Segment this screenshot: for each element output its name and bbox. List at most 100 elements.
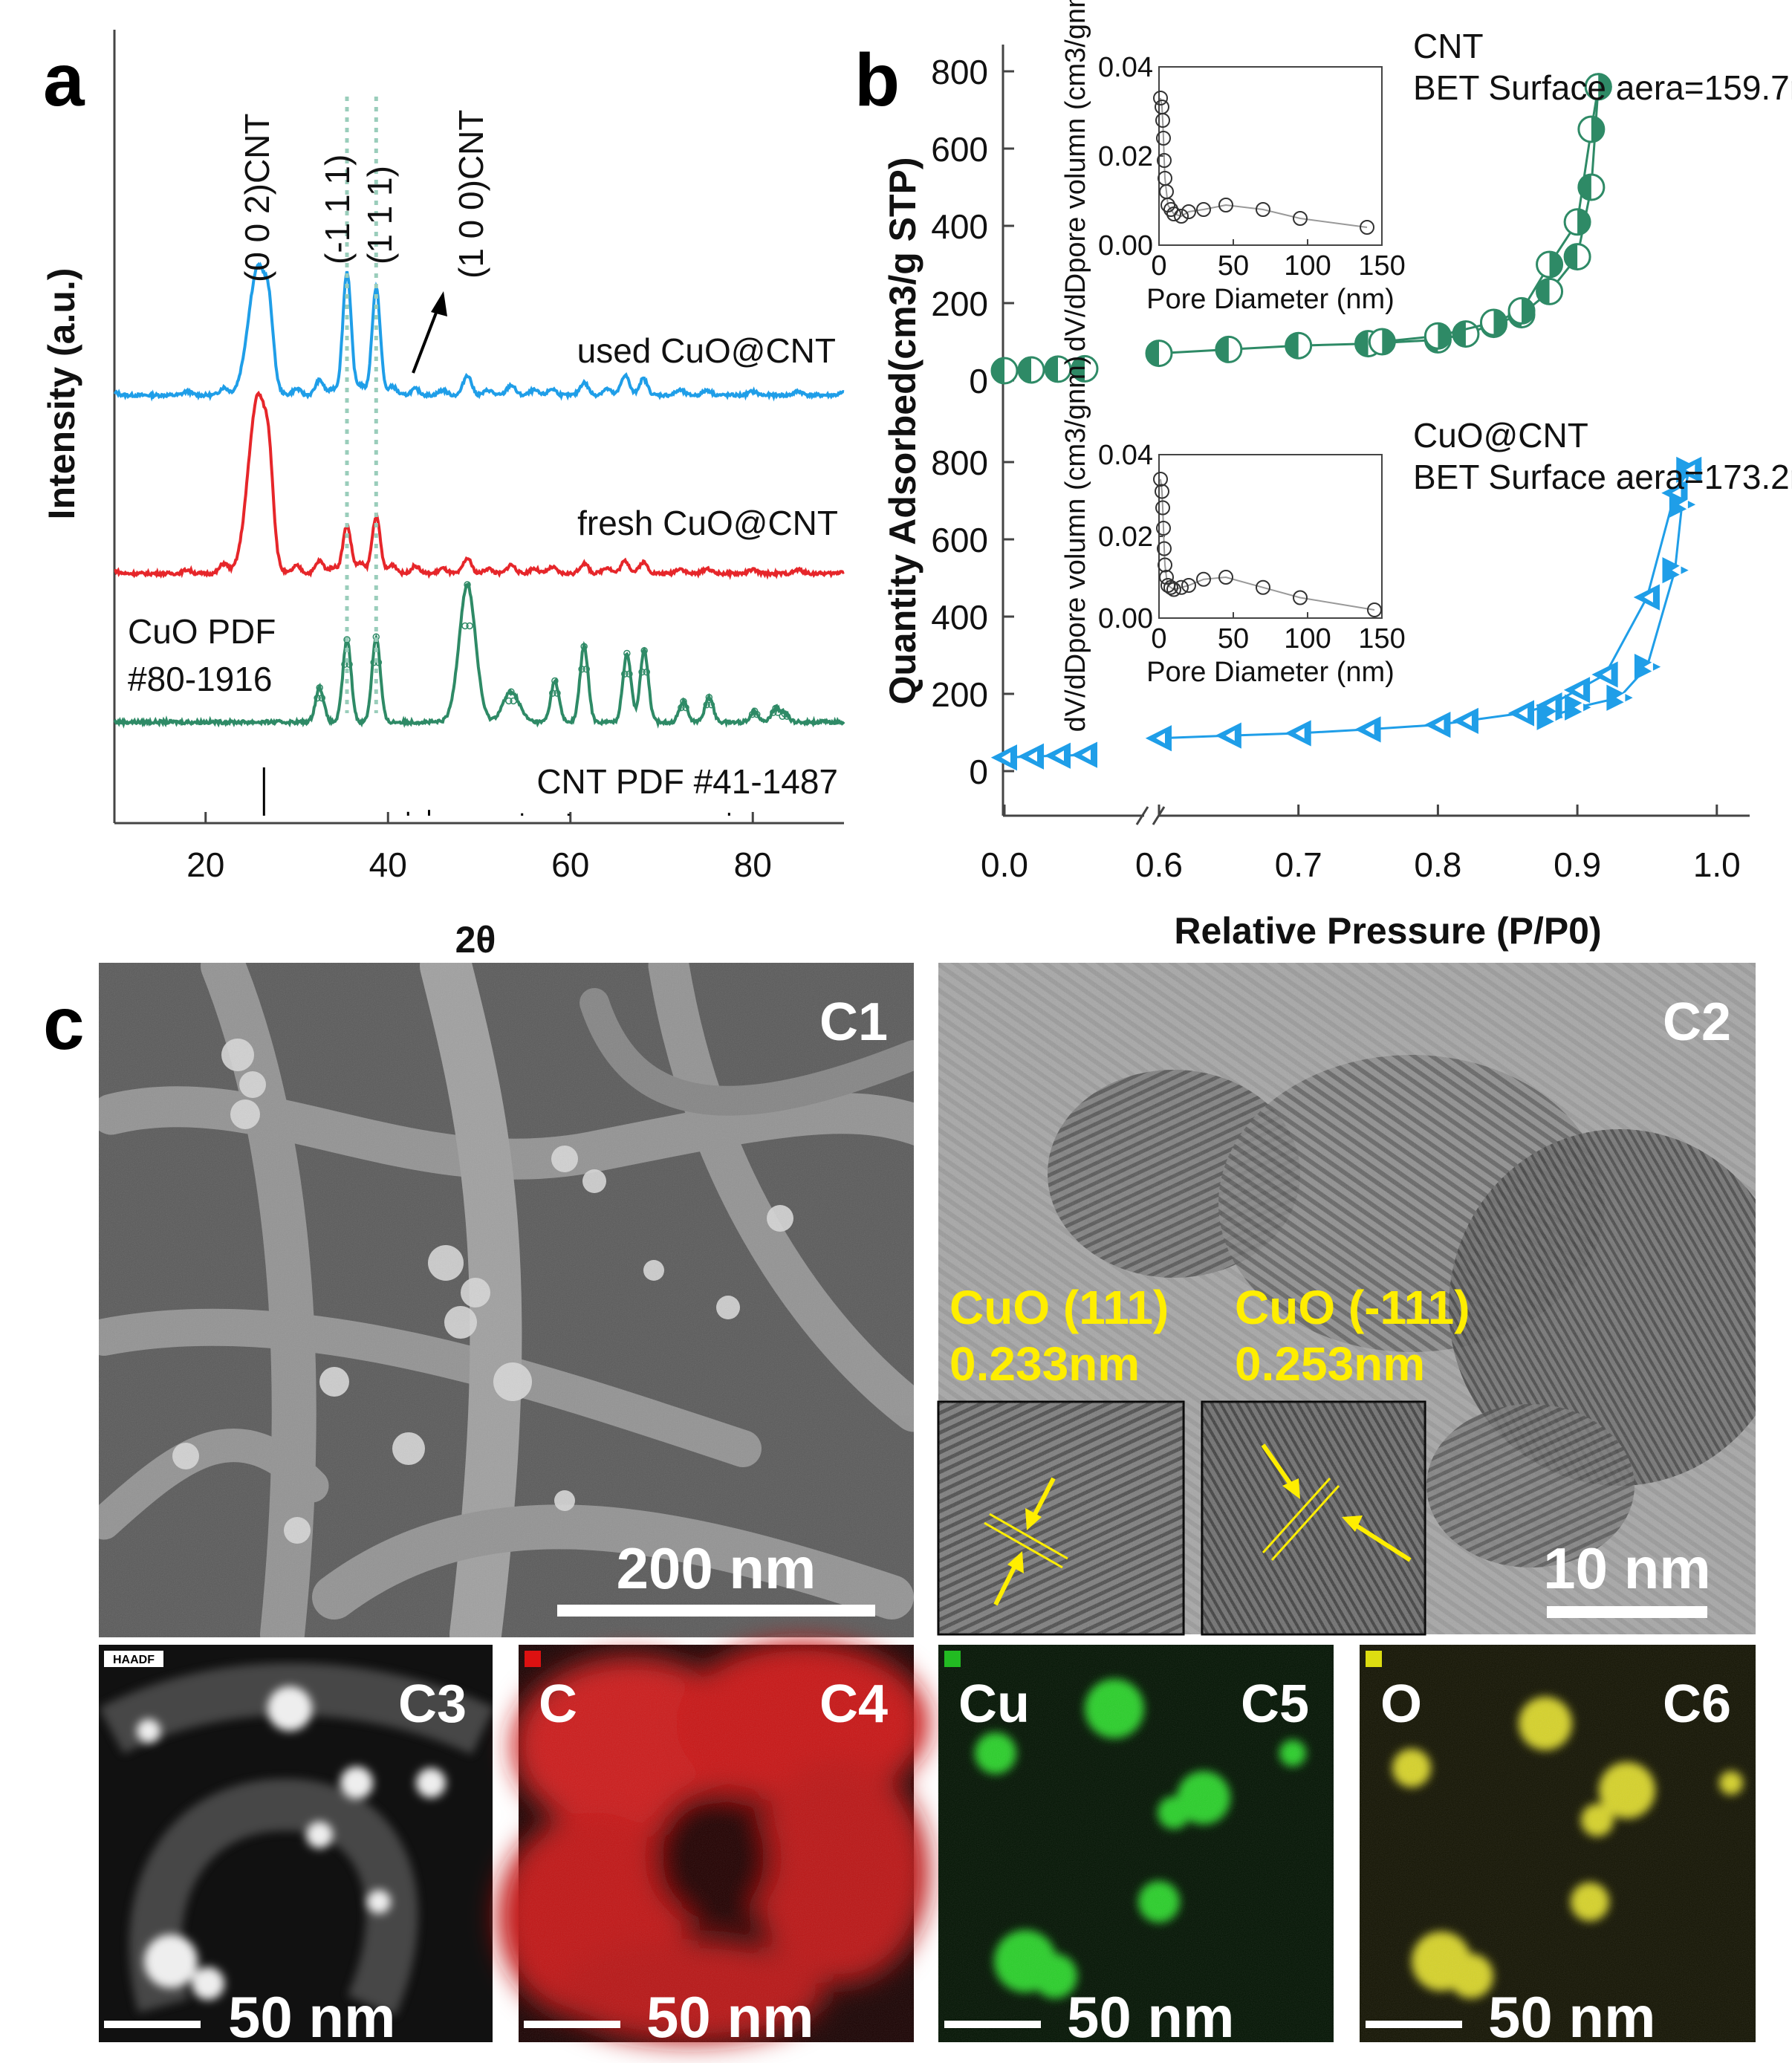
bet-x-tick-label: 0.9: [1554, 845, 1601, 884]
bet-marker-fill: [1577, 209, 1591, 235]
c6-scale-label: 50 nm: [1488, 1984, 1655, 2050]
bet-marker-fill: [1001, 752, 1010, 763]
c6-element: O: [1380, 1674, 1422, 1734]
xrd-pdf-marker: [549, 689, 556, 697]
c6-badge: [1366, 1651, 1382, 1667]
xrd-peak-label-002: (0 0 2)CNT: [238, 114, 276, 282]
bet-marker-fill: [992, 358, 1004, 383]
c1-scale-bar: [557, 1605, 875, 1617]
bet-marker-fill: [1365, 724, 1374, 735]
bet-x-tick-label: 0.7: [1275, 845, 1322, 884]
inset-marker: [1163, 579, 1178, 595]
xrd-pdf-marker: [505, 697, 513, 705]
xrd-pdf-marker: [643, 668, 650, 676]
panel-label-c: c: [43, 982, 85, 1065]
bet-marker-fill: [1616, 692, 1626, 704]
bet-y-tick-label: 400: [931, 598, 988, 637]
bet-marker-fill: [1493, 310, 1507, 335]
xrd-pdf-marker: [314, 694, 321, 702]
c5-tag: C5: [1241, 1674, 1309, 1734]
bet-marker-fill: [1072, 356, 1085, 382]
xrd-pdf-marker: [705, 693, 713, 701]
c5-badge: [944, 1651, 961, 1667]
bet-marker-fill: [1574, 684, 1584, 695]
bet-y-tick-label: 600: [931, 521, 988, 559]
bet-y-tick-label: 200: [931, 285, 988, 323]
xrd-pdf-marker: [580, 643, 588, 650]
c3-scale-label: 50 nm: [228, 1984, 395, 2050]
xrd-x-tick-label: 80: [734, 845, 772, 884]
inset-marker: [1166, 207, 1181, 221]
xrd-pdf-marker: [318, 694, 326, 702]
inset-marker: [1196, 202, 1211, 217]
xrd-pdf-marker: [638, 668, 646, 676]
inset-x-tick-label: 100: [1284, 623, 1331, 654]
inset-x-tick-label: 0: [1151, 623, 1166, 654]
inset-line: [1160, 97, 1368, 228]
xrd-peak-label-100: (1 0 0)CNT: [452, 110, 490, 279]
xrd-label-used: used CuO@CNT: [577, 331, 836, 370]
c3-badge: [104, 1651, 163, 1667]
inset-marker: [1218, 198, 1233, 212]
inset-title: CuO@CNT: [1413, 416, 1588, 455]
bet-marker-fill: [1686, 464, 1695, 475]
xrd-series-line: [113, 582, 845, 729]
inset-bet-text: BET Surface aera=159.7m2/g: [1413, 68, 1792, 107]
xrd-pdf-marker: [680, 698, 687, 705]
bet-x-tick-label: 0.6: [1135, 845, 1183, 884]
bet-marker-fill: [1225, 730, 1235, 741]
inset-title: CNT: [1413, 27, 1484, 65]
xrd-pdf-marker: [621, 670, 629, 678]
inset-frame: [1158, 454, 1383, 619]
inset-marker: [1174, 579, 1189, 595]
xrd-x-ticks: 20 40 60 80: [186, 812, 772, 884]
c2-scale-bar: [1547, 1606, 1707, 1618]
bet-inset-cnt: 0 50 100 150 0.00 0.02 0.04 Pore Diameter (nm) d…: [1060, 0, 1792, 351]
c1-tag: C1: [819, 992, 888, 1052]
xrd-peak-label-111: (1 1 1): [360, 166, 399, 264]
xrd-pdf-marker: [343, 636, 351, 643]
bet-marker-fill: [1462, 715, 1472, 727]
bet-y-tick-label: 800: [931, 53, 988, 91]
bet-inset-cuo-cnt: 0 50 100 150 0.00 0.02 0.04 Pore Diameter (nm) d…: [1060, 356, 1792, 732]
bet-x-tick-label: 0.0: [981, 845, 1028, 884]
bet-x-axis-label: Relative Pressure (P/P0): [1174, 910, 1601, 952]
xrd-pdf-marker: [753, 710, 761, 718]
bet-plot-area: [990, 73, 1703, 771]
c2-tag: C2: [1663, 992, 1731, 1052]
c2-ann1-value: 0.233nm: [949, 1337, 1140, 1391]
inset-marker: [1174, 209, 1189, 224]
xrd-pdf-marker: [623, 649, 631, 657]
c5-scale-label: 50 nm: [1067, 1984, 1234, 2050]
inset-y-axis-label: dV/dDpore volumn (cm3/gnm): [1060, 0, 1091, 351]
xrd-x-tick-label: 20: [186, 845, 224, 884]
inset-x-tick-label: 50: [1218, 623, 1249, 654]
xrd-pdf-marker: [345, 660, 353, 669]
c4-tag: C4: [819, 1674, 888, 1734]
bet-marker-fill: [1522, 298, 1535, 324]
bet-marker-fill: [1546, 700, 1556, 711]
xrd-arrow: [412, 291, 447, 374]
micrograph-c6-oxygen-map: [1360, 1645, 1756, 2042]
bet-marker-fill: [1382, 329, 1395, 354]
bet-marker-fill: [1678, 499, 1688, 510]
c6-scale-bar: [1366, 2021, 1462, 2028]
bet-marker-fill: [1438, 323, 1451, 349]
inset-x-axis-label: Pore Diameter (nm): [1146, 657, 1395, 688]
bet-marker-fill: [1574, 702, 1584, 713]
inset-bet-text: BET Surface aera=173.2m2/g: [1413, 458, 1792, 496]
xrd-pdf-marker: [553, 689, 561, 697]
c3-tag: C3: [398, 1674, 467, 1734]
c6-tag: C6: [1663, 1674, 1731, 1734]
xrd-pdf-marker: [582, 666, 590, 673]
bet-y-tick-label: 800: [931, 444, 988, 482]
bet-marker-fill: [1295, 728, 1305, 739]
xrd-series-line: [114, 390, 845, 580]
xrd-pdf-marker: [466, 622, 473, 630]
xrd-pdf-marker: [707, 701, 715, 709]
panel-b: b 0 200 400 600 800 0 200 400 600 800 0.0 0.6 0.7 0.8…: [854, 0, 1792, 952]
inset-marker: [1166, 582, 1181, 597]
inset-marker: [1155, 500, 1170, 516]
micrograph-c3-haadf: [99, 1645, 493, 2042]
inset-x-tick-label: 150: [1358, 250, 1405, 282]
